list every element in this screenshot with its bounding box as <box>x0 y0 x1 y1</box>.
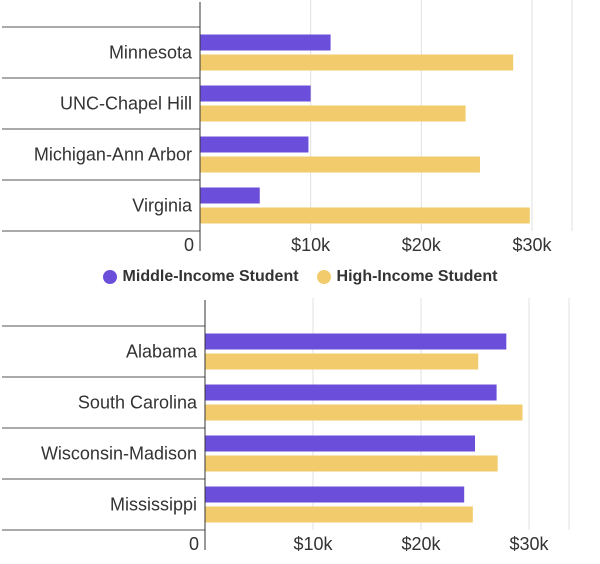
bar-middle-income <box>205 486 465 503</box>
tick-label: $20k <box>401 534 441 554</box>
legend-label-high: High-Income Student <box>336 268 498 285</box>
tick-label: $30k <box>512 235 552 255</box>
bar-high-income <box>200 156 480 173</box>
bar-high-income <box>200 105 466 122</box>
legend-label-middle: Middle-Income Student <box>122 268 299 285</box>
bar-high-income <box>200 54 514 71</box>
tick-label: $20k <box>402 235 442 255</box>
legend-item-high: High-Income Student <box>316 268 498 286</box>
bar-high-income <box>205 353 479 370</box>
bar-high-income <box>205 455 498 472</box>
bar-high-income <box>205 506 473 523</box>
category-label: Wisconsin-Madison <box>41 444 197 464</box>
legend-swatch-high <box>316 270 331 284</box>
bar-middle-income <box>200 136 309 153</box>
category-label: South Carolina <box>78 393 198 413</box>
category-label: Virginia <box>132 196 193 216</box>
bar-middle-income <box>205 384 497 401</box>
tick-label: $10k <box>293 534 333 554</box>
category-label: Mississippi <box>110 495 197 515</box>
legend-swatch-middle <box>102 270 117 284</box>
category-label: Michigan-Ann Arbor <box>34 145 192 165</box>
tick-label: $10k <box>291 235 331 255</box>
bar-middle-income <box>205 435 475 452</box>
bar-middle-income <box>200 34 331 51</box>
bar-high-income <box>200 207 530 224</box>
legend: Middle-Income Student High-Income Studen… <box>0 263 600 291</box>
legend-item-middle: Middle-Income Student <box>102 268 299 286</box>
chart-top: Minnesota UNC-Chapel Hill Michigan-Ann Arb… <box>2 0 573 255</box>
category-label: Alabama <box>126 342 198 362</box>
chart-bottom: Alabama South Carolina Wisconsin-Madison Mi… <box>2 298 570 554</box>
bar-middle-income <box>200 85 311 102</box>
tick-label: $30k <box>509 534 549 554</box>
category-label: UNC-Chapel Hill <box>60 94 192 114</box>
tick-label: 0 <box>184 235 194 255</box>
bar-high-income <box>205 404 523 421</box>
bar-middle-income <box>200 187 260 204</box>
bar-middle-income <box>205 333 507 350</box>
tick-label: 0 <box>189 534 199 554</box>
category-label: Minnesota <box>109 43 193 63</box>
